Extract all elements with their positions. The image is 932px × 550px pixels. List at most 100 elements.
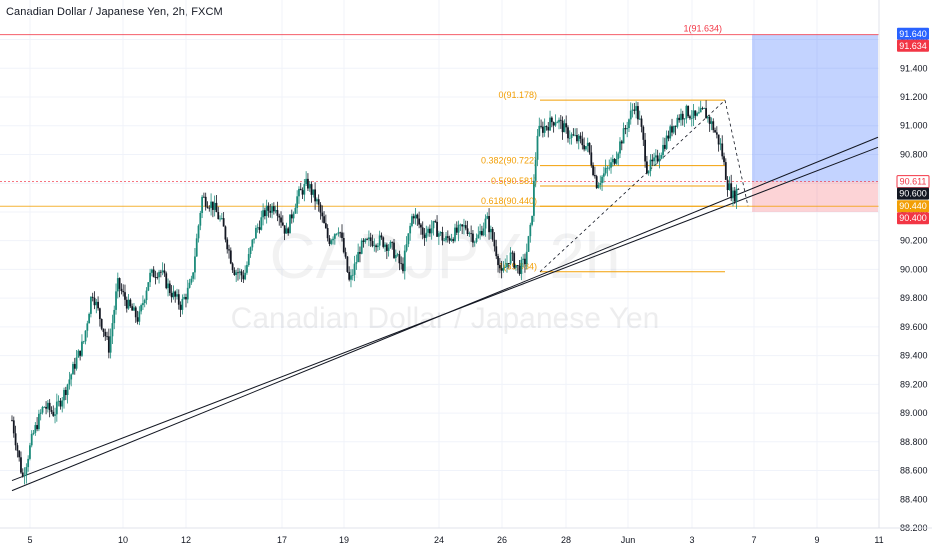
candle-body <box>263 210 266 217</box>
candle-body <box>705 108 707 119</box>
candle-body <box>43 406 46 408</box>
candle-body <box>629 110 632 120</box>
candle-body <box>179 304 182 310</box>
candle-body <box>558 119 560 123</box>
candle-body <box>518 265 521 274</box>
candle-body <box>308 184 311 189</box>
candle-body <box>222 218 225 227</box>
time-tick-label: 12 <box>181 535 191 545</box>
candle-body <box>427 228 429 233</box>
candle-body <box>328 238 331 244</box>
candle-body <box>452 239 455 241</box>
candle-body <box>246 265 248 273</box>
price-tick-label: 89.000 <box>900 408 928 418</box>
time-axis[interactable]: 510121719242628Jun379115 <box>0 527 932 545</box>
candle-body <box>75 357 78 369</box>
candle-body <box>687 105 690 117</box>
candle-body <box>12 420 15 434</box>
grid <box>0 0 880 529</box>
candle-body <box>653 157 655 162</box>
candle-body <box>543 126 546 133</box>
candle-body <box>730 183 733 199</box>
candle-body <box>577 135 580 142</box>
candle-body <box>407 233 410 245</box>
candle-body <box>118 278 121 289</box>
candle-body <box>11 420 13 422</box>
level-label: 1(91.634) <box>683 24 722 34</box>
candle-body <box>522 258 525 260</box>
candle-body <box>552 122 555 126</box>
candle-body <box>439 232 442 234</box>
candle-body <box>662 144 664 156</box>
candle-body <box>36 425 39 430</box>
candle-body <box>124 292 126 300</box>
candle-body <box>561 120 564 133</box>
candle-body <box>511 252 514 254</box>
candle-body <box>394 255 397 258</box>
candle-body <box>509 252 512 264</box>
candle-body <box>296 196 299 208</box>
candle-body <box>116 278 119 292</box>
candle-body <box>732 190 734 199</box>
price-axis[interactable]: 91.60091.40091.20091.00090.80090.60090.4… <box>878 0 928 533</box>
candle-body <box>107 336 110 353</box>
price-badge <box>897 27 929 40</box>
candle-body <box>602 173 605 177</box>
candle-body <box>172 291 175 298</box>
candle-body <box>215 202 218 213</box>
candle-body <box>525 251 528 265</box>
candle-body <box>416 214 419 219</box>
candle-body <box>262 210 264 218</box>
candle-body <box>579 135 582 139</box>
candle-body <box>498 265 501 269</box>
candle-body <box>699 108 702 113</box>
candle-body <box>299 188 302 191</box>
candle-body <box>628 119 630 129</box>
candlestick-series <box>11 100 740 485</box>
candle-body <box>387 247 390 251</box>
candle-body <box>606 167 609 169</box>
candle-body <box>376 245 379 248</box>
trendlines[interactable] <box>11 136 879 492</box>
candle-body <box>674 125 677 127</box>
candle-body <box>102 328 105 332</box>
candle-body <box>220 218 223 219</box>
candle-body <box>678 117 681 121</box>
candle-body <box>568 137 571 139</box>
candle-body <box>680 113 682 121</box>
candle-body <box>692 110 695 119</box>
price-tick-label: 90.800 <box>900 149 928 159</box>
candle-body <box>604 167 607 174</box>
candle-body <box>183 297 186 299</box>
candle-body <box>497 256 499 266</box>
candle-body <box>170 292 173 298</box>
time-tick-label: Jun <box>621 535 636 545</box>
candle-body <box>142 303 144 306</box>
candle-body <box>156 277 159 278</box>
candle-body <box>715 132 718 135</box>
candle-body <box>547 127 550 131</box>
candle-body <box>409 225 412 234</box>
candle-body <box>373 245 376 247</box>
candle-body <box>185 297 187 300</box>
candle-body <box>129 299 132 307</box>
horizontal-levels[interactable]: 1(91.634) <box>0 24 879 207</box>
candle-body <box>211 201 214 210</box>
candle-body <box>464 225 467 229</box>
candle-body <box>111 323 114 337</box>
fib-level-label: 0.618(90.440) <box>481 196 537 206</box>
candle-body <box>341 232 343 238</box>
candle-body <box>52 411 55 416</box>
candle-body <box>335 233 338 235</box>
candle-body <box>321 212 324 217</box>
candle-body <box>72 363 74 375</box>
candle-body <box>109 336 112 353</box>
candle-body <box>366 238 369 240</box>
candle-body <box>565 123 568 128</box>
candle-body <box>312 189 315 195</box>
long-position-tool[interactable] <box>752 34 878 212</box>
candle-body <box>253 238 256 240</box>
candle-body <box>457 224 460 233</box>
candle-body <box>167 283 169 289</box>
